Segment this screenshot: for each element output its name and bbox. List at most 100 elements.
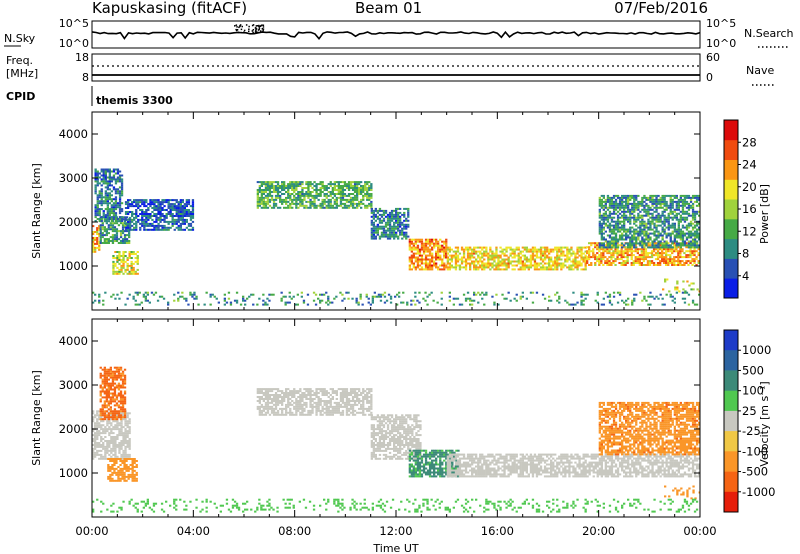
power-cell: [181, 295, 184, 298]
nsky-dot: [248, 28, 250, 30]
power-cell: [641, 198, 644, 201]
power-cell: [616, 254, 619, 257]
power-cell: [600, 216, 603, 219]
power-cell: [114, 272, 117, 275]
velocity-cell: [104, 445, 107, 448]
power-cell: [378, 221, 382, 224]
power-cell: [608, 200, 612, 203]
power-cell: [533, 258, 537, 261]
power-cell: [100, 208, 103, 211]
power-cell: [370, 237, 373, 240]
power-cell: [564, 264, 567, 267]
power-cell: [297, 202, 300, 205]
power-cell: [128, 240, 131, 242]
power-cell: [572, 252, 575, 255]
power-cell: [116, 257, 119, 259]
power-cell: [311, 204, 314, 207]
power-cell: [677, 242, 680, 245]
velocity-cell: [102, 430, 105, 433]
power-cell: [309, 200, 312, 203]
power-cell: [602, 204, 605, 207]
power-cell: [333, 187, 336, 189]
power-cell: [98, 194, 101, 197]
power-cell: [632, 254, 635, 257]
power-cell: [448, 264, 451, 267]
power-cell: [244, 303, 247, 306]
power-cell: [317, 198, 320, 201]
power-cell: [627, 297, 630, 300]
power-cell: [495, 293, 498, 296]
power-cell: [663, 210, 666, 213]
power-cell: [347, 204, 351, 207]
power-cell: [244, 299, 247, 302]
power-cell: [671, 222, 674, 225]
power-cell: [602, 220, 605, 223]
power-cell: [673, 240, 676, 243]
power-cell: [673, 238, 676, 241]
power-cell: [285, 185, 288, 187]
power-cell: [368, 196, 371, 199]
power-cell: [317, 204, 320, 207]
power-cell: [101, 242, 104, 244]
power-cell: [129, 226, 132, 229]
power-cell: [431, 258, 434, 261]
power-cell: [485, 262, 488, 265]
power-cell: [620, 264, 623, 266]
power-cell: [618, 220, 622, 223]
power-cell: [135, 224, 138, 227]
power-cell: [313, 181, 316, 184]
power-cell: [556, 250, 559, 253]
power-cell: [671, 264, 674, 266]
power-cell: [685, 262, 688, 264]
power-cell: [380, 209, 384, 212]
velocity-cell: [118, 428, 121, 431]
nsky-dot: [235, 28, 237, 31]
power-cell: [371, 299, 374, 302]
power-cell: [100, 194, 103, 197]
velocity-cell: [108, 453, 111, 456]
nsky-dot: [239, 25, 241, 28]
power-cell: [582, 260, 585, 263]
power-cell: [458, 264, 462, 267]
velocity-cell: [124, 451, 127, 454]
power-cell: [370, 227, 373, 230]
velocity-cell: [110, 414, 113, 417]
velocity-cell: [103, 386, 106, 389]
power-cell: [382, 211, 386, 214]
power-cell: [99, 242, 102, 244]
power-cell: [608, 260, 611, 263]
power-cell: [641, 196, 644, 199]
power-cell: [370, 185, 373, 187]
power-cell: [546, 256, 549, 259]
power-cell: [384, 225, 388, 228]
power-cell: [153, 226, 156, 229]
power-cell: [629, 246, 632, 249]
power-cell: [307, 189, 310, 191]
power-cell: [612, 228, 616, 231]
power-cell: [667, 242, 670, 245]
power-cell: [103, 230, 106, 233]
power-cell: [145, 216, 148, 219]
power-cell: [483, 266, 486, 269]
power-cell: [471, 256, 474, 259]
power-cell: [149, 222, 152, 225]
power-cell: [691, 216, 695, 219]
velocity-cell: [105, 392, 108, 395]
velocity-cell: [94, 453, 97, 456]
power-cell: [177, 209, 180, 211]
power-cell: [523, 268, 526, 271]
velocity-cell: [96, 442, 99, 444]
power-cell: [645, 230, 648, 233]
power-cell: [675, 228, 678, 231]
power-cell: [653, 244, 656, 247]
power-cell: [147, 218, 150, 221]
power-cell: [689, 260, 692, 263]
power-cell: [256, 204, 259, 207]
power-cell: [393, 227, 396, 230]
power-cell: [612, 230, 616, 233]
power-cell: [120, 192, 124, 195]
power-cell: [364, 193, 367, 195]
power-cell: [297, 194, 300, 197]
power-cell: [456, 250, 460, 253]
power-cell: [422, 268, 426, 271]
